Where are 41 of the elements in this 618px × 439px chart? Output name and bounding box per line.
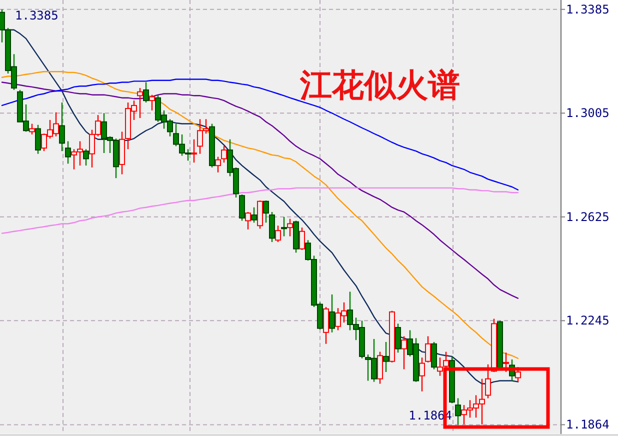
candlestick (269, 211, 275, 243)
candlestick (275, 225, 281, 243)
candlestick (485, 364, 491, 399)
candlestick (281, 216, 287, 237)
candlestick (137, 87, 143, 119)
line-series (1, 187, 519, 234)
candlestick (515, 366, 521, 382)
candlestick (35, 124, 41, 154)
candlestick (215, 156, 221, 173)
candlestick (329, 294, 335, 334)
candlestick (221, 146, 227, 164)
candlestick (263, 200, 269, 224)
candlestick (191, 138, 197, 164)
y-tick-label: 1.1864 (566, 418, 610, 432)
text: 江花似火谱 (299, 66, 460, 104)
candlestick (59, 102, 65, 152)
candlestick (239, 194, 245, 222)
candlestick (419, 356, 425, 392)
candlestick (29, 123, 35, 136)
candlestick (287, 218, 293, 237)
candlestick (383, 341, 389, 373)
y-tick-label: 1.3385 (566, 2, 610, 16)
candlestick (395, 323, 401, 354)
candlestick (299, 226, 305, 251)
annotation: 1.3385 (15, 8, 58, 22)
candlestick (143, 82, 149, 104)
candlestick (149, 94, 155, 112)
candlestick (503, 352, 509, 373)
candlestick (323, 306, 329, 344)
candlestick (65, 140, 71, 164)
candlestick (455, 398, 461, 426)
y-tick-label: 1.3005 (566, 106, 610, 120)
candlestick (425, 336, 431, 364)
y-tick-label: 1.2245 (566, 314, 610, 328)
candlestick (431, 341, 437, 370)
y-tick-label: 1.2625 (566, 210, 610, 224)
candlestick (251, 206, 257, 224)
candlestick (401, 336, 407, 370)
candlestick (245, 211, 251, 230)
candlestick (83, 148, 89, 166)
candlestick (377, 351, 383, 384)
